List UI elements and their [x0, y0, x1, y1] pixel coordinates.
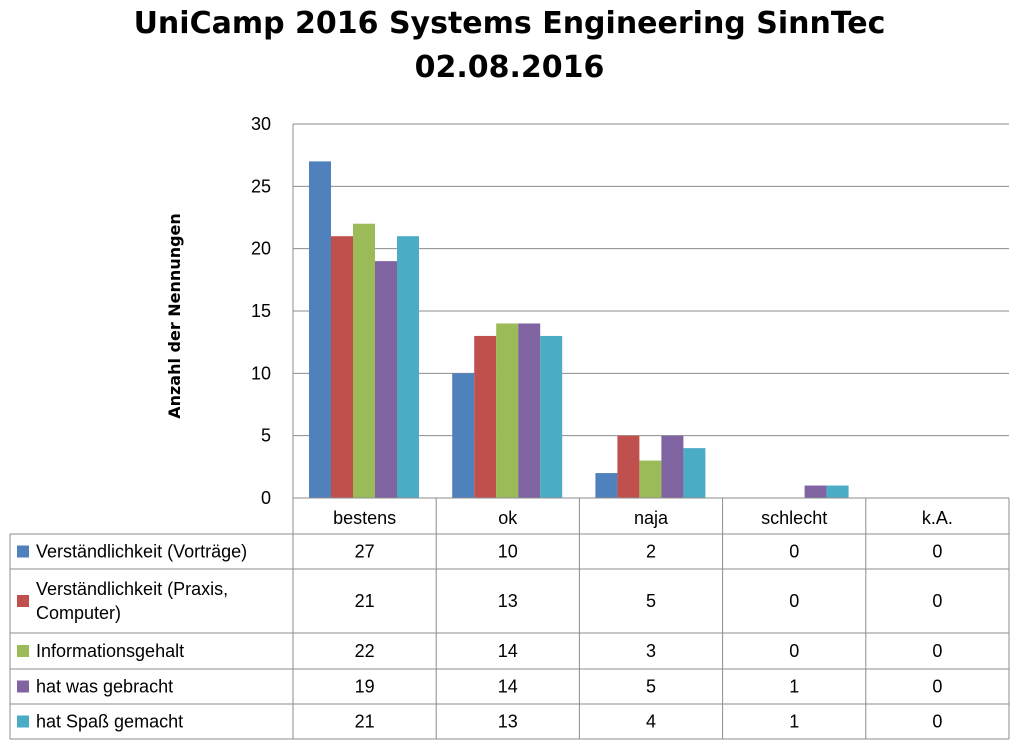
table-value: 2 [646, 542, 656, 562]
legend-label: hat was gebracht [36, 677, 173, 697]
legend-label: Verständlichkeit (Praxis, Computer) [36, 579, 228, 623]
table-value: 13 [498, 591, 518, 611]
table-value: 1 [789, 677, 799, 697]
bar [683, 448, 706, 498]
bar [452, 373, 475, 498]
table-value: 14 [498, 641, 518, 661]
y-tick-label: 10 [251, 363, 271, 383]
table-value: 19 [355, 677, 375, 697]
table-value: 27 [355, 542, 375, 562]
legend-label: Informationsgehalt [36, 641, 184, 661]
bar [540, 335, 563, 498]
bar [595, 473, 618, 498]
table-value: 0 [789, 591, 799, 611]
table-value: 0 [932, 712, 942, 732]
bars [309, 161, 849, 498]
bar [331, 236, 353, 498]
table-value: 21 [355, 591, 375, 611]
table-value: 0 [932, 677, 942, 697]
table-value: 22 [355, 641, 375, 661]
y-tick-label: 20 [251, 239, 271, 259]
table-value: 5 [646, 591, 656, 611]
x-category-label: schlecht [761, 508, 827, 528]
x-category-label: ok [498, 508, 518, 528]
bar [397, 236, 419, 498]
table-value: 5 [646, 677, 656, 697]
y-tick-label: 0 [261, 488, 271, 508]
table-value: 0 [932, 591, 942, 611]
table-value: 4 [646, 712, 656, 732]
bar [617, 435, 640, 498]
table-value: 21 [355, 712, 375, 732]
legend-swatch [17, 545, 29, 558]
bar [804, 485, 827, 498]
table-value: 13 [498, 712, 518, 732]
bar [309, 161, 331, 498]
table-value: 14 [498, 677, 518, 697]
chart-title: UniCamp 2016 Systems Engineering SinnTec… [0, 2, 1019, 90]
y-tick-label: 30 [251, 114, 271, 134]
legend-label: hat Spaß gemacht [36, 712, 183, 732]
legend-swatch [17, 595, 29, 607]
table-value: 0 [932, 542, 942, 562]
bar [826, 485, 849, 498]
bar [375, 261, 397, 498]
legend-label: Verständlichkeit (Vorträge) [36, 542, 247, 562]
table-value: 0 [789, 542, 799, 562]
bar [474, 335, 497, 498]
bar [518, 323, 541, 498]
legend-swatch [17, 645, 29, 657]
bar [639, 460, 662, 498]
table-value: 0 [932, 641, 942, 661]
y-tick-label: 25 [251, 176, 271, 196]
data-table: bestens ok naja schlecht k.A. Verständlichkei… [9, 497, 1010, 740]
chart-title-line1: UniCamp 2016 Systems Engineering SinnTec [133, 6, 886, 41]
y-axis-label: Anzahl der Nennungen [165, 213, 184, 419]
legend-swatch [17, 680, 29, 693]
x-category-label: naja [634, 508, 669, 528]
y-tick-label: 5 [261, 426, 271, 446]
table-value: 0 [789, 641, 799, 661]
y-axis-ticks: 0 5 10 15 20 25 30 [251, 114, 271, 508]
chart-title-line2: 02.08.2016 [414, 50, 605, 85]
x-category-label: bestens [333, 508, 396, 528]
table-value: 1 [789, 712, 799, 732]
bar [353, 223, 375, 498]
legend-swatch [17, 715, 29, 728]
table-value: 10 [498, 542, 518, 562]
bar [496, 323, 519, 498]
x-category-label: k.A. [922, 508, 953, 528]
bar [661, 435, 684, 498]
table-value: 3 [646, 641, 656, 661]
y-tick-label: 15 [251, 301, 271, 321]
